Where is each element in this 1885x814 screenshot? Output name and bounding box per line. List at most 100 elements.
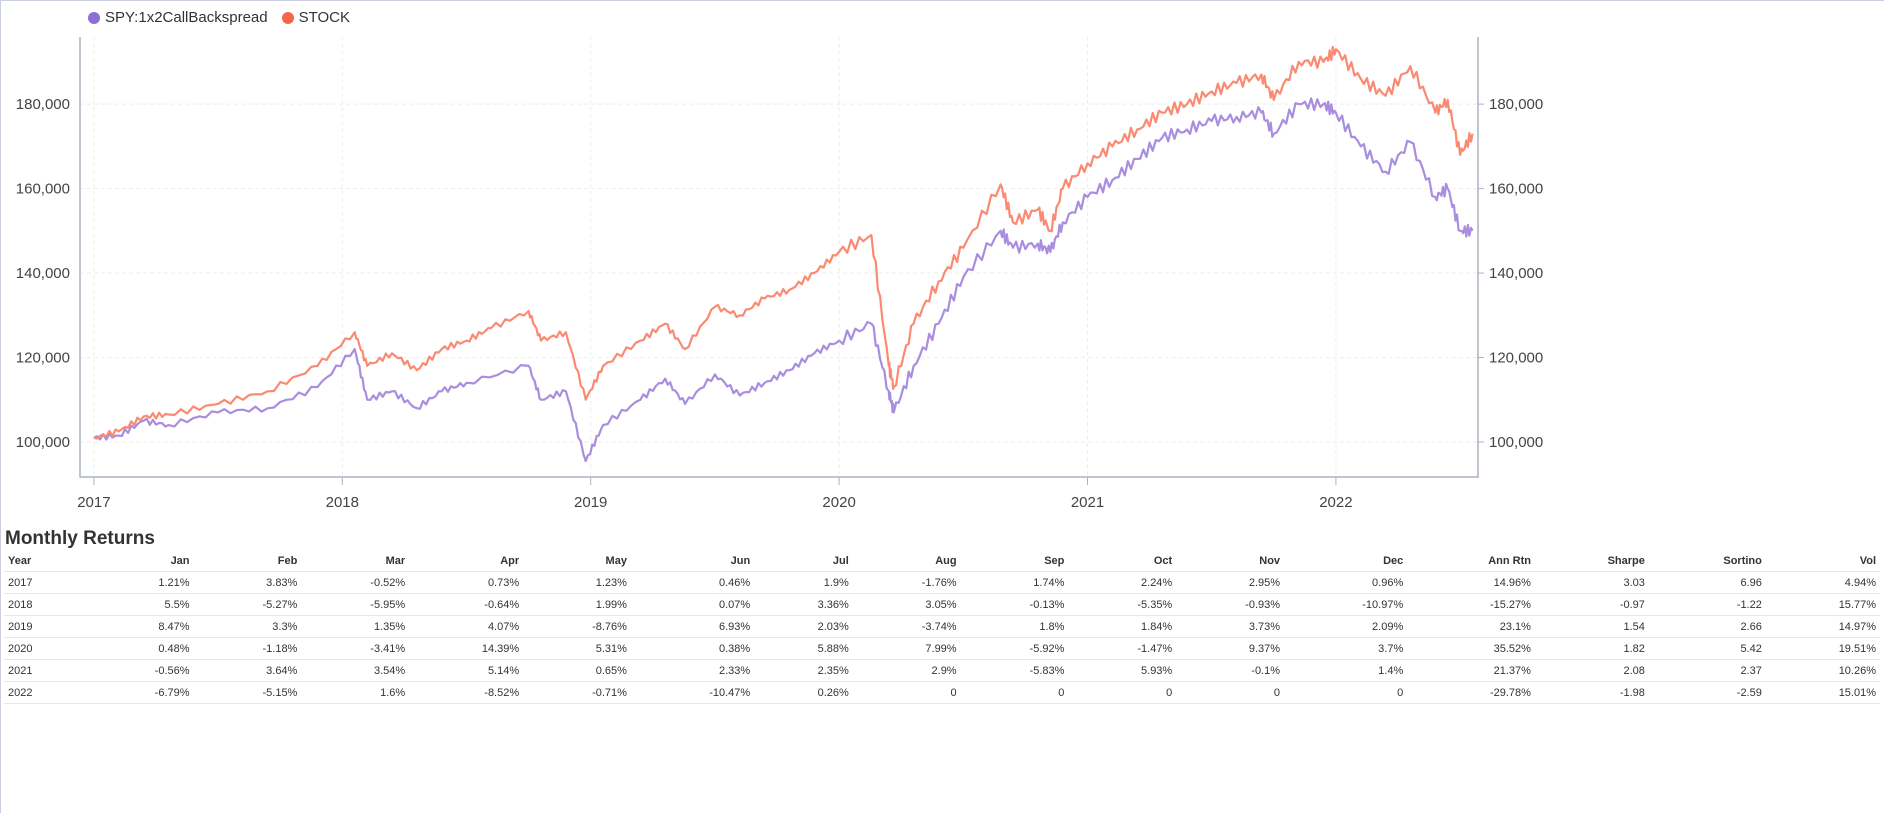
column-header: Year: [4, 551, 86, 572]
value-cell: 10.26%: [1765, 659, 1880, 682]
value-cell: 23.1%: [1407, 615, 1535, 638]
value-cell: 0.48%: [85, 637, 194, 660]
series-line-spy: [93, 97, 1474, 463]
value-cell: 3.3%: [193, 615, 302, 638]
value-cell: -1.18%: [193, 637, 302, 660]
y-tick-label-right: 140,000: [1489, 265, 1543, 282]
table-row: 2020 0.48% -1.18% -3.41% 14.39% 5.31% 0.38% 5.8…: [4, 637, 1880, 660]
year-cell: 2018: [4, 593, 86, 616]
value-cell: 1.23%: [523, 571, 631, 594]
value-cell: -1.47%: [1068, 637, 1177, 660]
value-cell: -0.13%: [960, 593, 1069, 616]
year-cell: 2021: [4, 659, 86, 682]
year-cell: 2019: [4, 615, 86, 638]
value-cell: 2.95%: [1176, 571, 1285, 594]
y-tick-label-right: 100,000: [1489, 434, 1543, 451]
value-cell: 2.9%: [852, 659, 961, 682]
value-cell: -1.76%: [852, 571, 961, 594]
value-cell: 0: [1176, 681, 1285, 704]
legend-item-spy[interactable]: SPY:1x2CallBackspread: [88, 9, 268, 26]
column-header: Dec: [1284, 551, 1408, 572]
x-tick-label: 2022: [1319, 494, 1352, 511]
value-cell: 8.47%: [85, 615, 194, 638]
x-tick-label: 2017: [77, 494, 110, 511]
value-cell: 0: [852, 681, 961, 704]
value-cell: 0.73%: [409, 571, 524, 594]
value-cell: -5.83%: [960, 659, 1069, 682]
chart-legend: SPY:1x2CallBackspread STOCK: [88, 9, 350, 26]
column-header: Jun: [630, 551, 755, 572]
column-header: Aug: [852, 551, 961, 572]
value-cell: 2.09%: [1284, 615, 1408, 638]
value-cell: -1.98: [1534, 681, 1649, 704]
value-cell: 3.03: [1534, 571, 1649, 594]
value-cell: 4.94%: [1765, 571, 1880, 594]
value-cell: 3.7%: [1284, 637, 1408, 660]
value-cell: -5.35%: [1068, 593, 1177, 616]
value-cell: -3.41%: [301, 637, 410, 660]
legend-item-stock[interactable]: STOCK: [281, 9, 350, 26]
x-tick-label: 2018: [326, 494, 359, 511]
table-row: 2017 1.21% 3.83% -0.52% 0.73% 1.23% 0.46% 1.9% -…: [4, 571, 1880, 594]
value-cell: 3.54%: [301, 659, 410, 682]
value-cell: 1.6%: [301, 681, 410, 704]
value-cell: 0.26%: [754, 681, 853, 704]
value-cell: 5.14%: [409, 659, 524, 682]
value-cell: 0: [1068, 681, 1177, 704]
year-cell: 2022: [4, 681, 86, 704]
column-header: Sep: [960, 551, 1069, 572]
value-cell: 19.51%: [1765, 637, 1880, 660]
value-cell: 3.05%: [852, 593, 961, 616]
year-cell: 2020: [4, 637, 86, 660]
value-cell: -0.97: [1534, 593, 1649, 616]
value-cell: -0.1%: [1176, 659, 1285, 682]
value-cell: -3.74%: [852, 615, 961, 638]
value-cell: 1.99%: [523, 593, 631, 616]
y-tick-label-left: 100,000: [16, 434, 70, 451]
y-tick-label-right: 160,000: [1489, 181, 1543, 198]
value-cell: 0.96%: [1284, 571, 1408, 594]
value-cell: 2.33%: [630, 659, 755, 682]
value-cell: 1.4%: [1284, 659, 1408, 682]
value-cell: 2.03%: [754, 615, 853, 638]
value-cell: 5.31%: [523, 637, 631, 660]
value-cell: 5.42: [1648, 637, 1766, 660]
value-cell: 6.96: [1648, 571, 1766, 594]
value-cell: 0.07%: [630, 593, 755, 616]
value-cell: 2.24%: [1068, 571, 1177, 594]
legend-label: STOCK: [298, 9, 350, 26]
column-header: Apr: [409, 551, 524, 572]
y-tick-label-left: 120,000: [16, 349, 70, 366]
value-cell: 21.37%: [1407, 659, 1535, 682]
monthly-returns-title: Monthly Returns: [5, 528, 155, 549]
column-header: Nov: [1176, 551, 1285, 572]
column-header: Oct: [1068, 551, 1177, 572]
value-cell: 5.5%: [85, 593, 194, 616]
value-cell: 0.65%: [523, 659, 631, 682]
x-tick-label: 2020: [822, 494, 855, 511]
table-row: 2021 -0.56% 3.64% 3.54% 5.14% 0.65% 2.33% 2.35%…: [4, 659, 1880, 682]
legend-marker-icon: [88, 11, 100, 24]
value-cell: 0.46%: [630, 571, 755, 594]
value-cell: 1.74%: [960, 571, 1069, 594]
table-header-row: Year Jan Feb Mar Apr May Jun Jul Aug Sep Oct Nov Dec…: [4, 551, 1880, 572]
value-cell: 2.08: [1534, 659, 1649, 682]
value-cell: 1.8%: [960, 615, 1069, 638]
y-tick-label-right: 120,000: [1489, 349, 1543, 366]
value-cell: -10.47%: [630, 681, 755, 704]
column-header: Jan: [85, 551, 194, 572]
table-row: 2019 8.47% 3.3% 1.35% 4.07% -8.76% 6.93% 2.03% -…: [4, 615, 1880, 638]
value-cell: 3.64%: [193, 659, 302, 682]
column-header: Ann Rtn: [1407, 551, 1535, 572]
value-cell: -6.79%: [85, 681, 194, 704]
column-header: Vol: [1765, 551, 1880, 572]
column-header: Sortino: [1648, 551, 1766, 572]
legend-label: SPY:1x2CallBackspread: [105, 9, 268, 26]
value-cell: 6.93%: [630, 615, 755, 638]
value-cell: -15.27%: [1407, 593, 1535, 616]
value-cell: 1.54: [1534, 615, 1649, 638]
table-row: 2018 5.5% -5.27% -5.95% -0.64% 1.99% 0.07% 3.36…: [4, 593, 1880, 616]
value-cell: 3.83%: [193, 571, 302, 594]
value-cell: 0.38%: [630, 637, 755, 660]
table-row: 2022 -6.79% -5.15% 1.6% -8.52% -0.71% -10.47% 0…: [4, 681, 1880, 704]
